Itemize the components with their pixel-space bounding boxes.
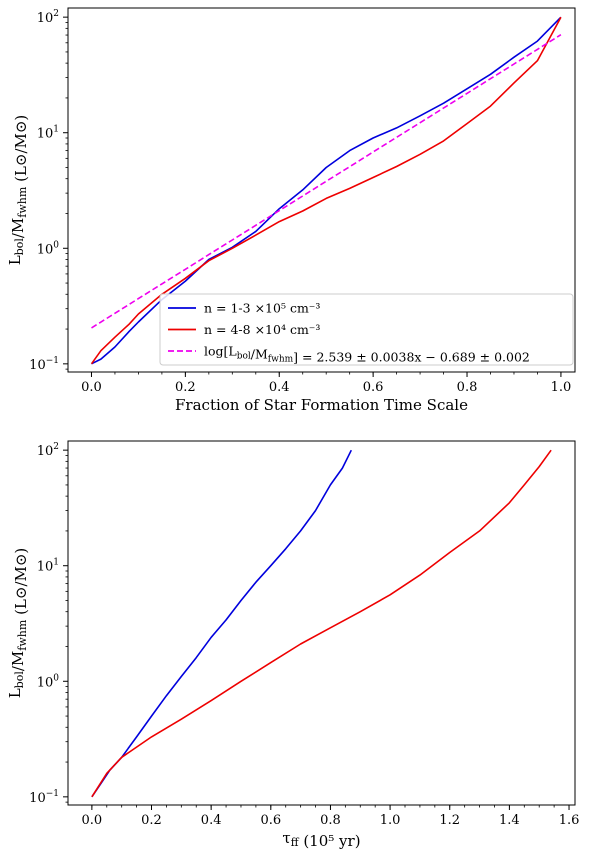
x-tick-label: 0.0 — [82, 813, 103, 828]
x-tick-label: 1.0 — [380, 813, 401, 828]
y-axis-label: Lbol/Mfwhm (L⊙/M⊙) — [6, 548, 30, 699]
x-tick-label: 1.4 — [499, 813, 520, 828]
series-line-1 — [90, 16, 562, 365]
legend-label: log[Lbol/Mfwhm] = 2.539 ± 0.0038x − 0.68… — [204, 344, 530, 365]
x-tick-label: 1.2 — [439, 813, 460, 828]
series-line-0 — [91, 449, 353, 798]
x-axis-label: τff (10⁵ yr) — [282, 829, 360, 850]
y-tick-label: 10−1 — [29, 356, 59, 373]
y-tick-label: 100 — [37, 240, 60, 257]
y-tick-label: 10−1 — [29, 789, 59, 806]
y-tick-label: 102 — [37, 442, 59, 459]
x-tick-label: 0.8 — [320, 813, 341, 828]
x-tick-label: 0.0 — [81, 380, 102, 395]
legend-label: n = 4-8 ×10⁴ cm⁻³ — [204, 322, 320, 337]
x-tick-label: 0.8 — [457, 380, 478, 395]
bottom-chart: 0.0 0.2 0.4 0.6 0.8 1.0 1.2 1.4 1.6 10−1 100 101 102… — [6, 440, 580, 850]
x-tick-label: 0.6 — [363, 380, 384, 395]
plot-frame — [67, 7, 576, 373]
y-tick-label: 102 — [37, 9, 59, 26]
legend-box — [159, 293, 574, 366]
x-tick-label: 0.2 — [141, 813, 162, 828]
legend-label: n = 1-3 ×10⁵ cm⁻³ — [204, 301, 320, 316]
series-line-0 — [91, 16, 562, 365]
x-tick-label: 0.2 — [175, 380, 196, 395]
legend: n = 1-3 ×10⁵ cm⁻³ n = 4-8 ×10⁴ cm⁻³ log[Lb… — [159, 293, 574, 366]
y-tick-label: 101 — [37, 125, 59, 142]
x-tick-label: 1.6 — [559, 813, 580, 828]
series-line-1 — [91, 449, 552, 798]
y-axis-label: Lbol/Mfwhm (L⊙/M⊙) — [6, 115, 30, 266]
x-tick-label: 0.6 — [260, 813, 281, 828]
plot-frame — [67, 440, 576, 806]
y-tick-label: 100 — [37, 673, 60, 690]
y-tick-label: 101 — [37, 558, 59, 575]
x-tick-label: 0.4 — [269, 380, 290, 395]
top-chart: 0.0 0.2 0.4 0.6 0.8 1.0 10−1 100 101 102 Fraction … — [6, 7, 576, 414]
x-tick-label: 1.0 — [551, 380, 572, 395]
x-axis-label: Fraction of Star Formation Time Scale — [175, 396, 468, 414]
series-line-2 — [91, 34, 562, 329]
x-tick-label: 0.4 — [201, 813, 222, 828]
